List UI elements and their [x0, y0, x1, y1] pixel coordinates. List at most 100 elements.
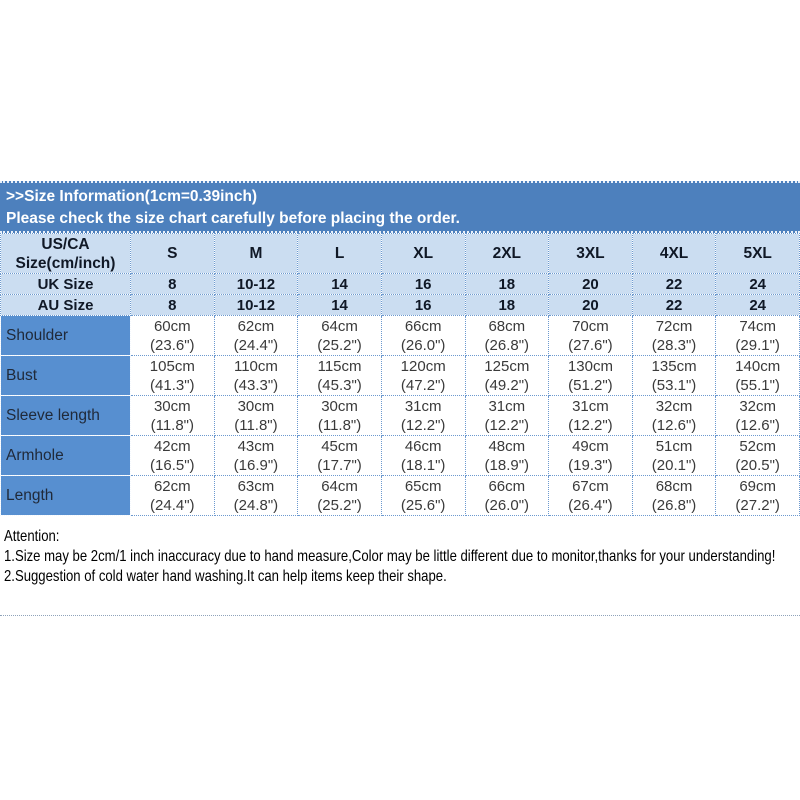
inch-value: (26.0") [484, 496, 530, 514]
inch-value: (12.2") [568, 416, 613, 434]
cm-value: 105cm [149, 357, 195, 375]
measurement-row-sleeve-length: Sleeve length 30cm (11.8") 30cm (11.8") 30… [0, 395, 800, 436]
cm-value: 31cm [572, 397, 609, 415]
row-label-sleeve-length: Sleeve length [0, 395, 131, 436]
measurement-cell: 70cm (27.6") [548, 315, 633, 356]
inch-value: (26.0") [400, 336, 446, 354]
measurement-row-bust: Bust 105cm (41.3") 110cm (43.3") 115cm (45.… [0, 355, 800, 396]
cm-value: 70cm [572, 317, 609, 335]
corner-line2: Size(cm/inch) [15, 254, 116, 272]
cm-value: 51cm [655, 437, 693, 455]
cm-value: 125cm [484, 357, 530, 375]
inch-value: (20.1") [651, 456, 697, 474]
cm-value: 65cm [404, 477, 442, 495]
inch-value: (25.2") [317, 496, 362, 514]
cm-value: 32cm [655, 397, 693, 415]
size-header-l: L [297, 233, 382, 274]
cm-value: 64cm [321, 317, 358, 335]
inch-value: (16.5") [150, 456, 195, 474]
size-header-5xl: 5XL [715, 233, 800, 274]
measurement-cell: 49cm (19.3") [548, 435, 633, 476]
inch-value: (27.2") [735, 496, 780, 514]
measurement-cell: 45cm (17.7") [297, 435, 382, 476]
size-header-m: M [213, 233, 299, 274]
cm-value: 62cm [153, 477, 191, 495]
cm-value: 49cm [572, 437, 609, 455]
cm-value: 42cm [153, 437, 191, 455]
inch-value: (12.6") [735, 416, 780, 434]
measurement-cell: 65cm (25.6") [380, 475, 466, 516]
measurement-cell: 63cm (24.8") [213, 475, 299, 516]
inch-value: (24.8") [233, 496, 279, 514]
uk-size-row: UK Size 8 10-12 14 16 18 20 22 24 [0, 273, 800, 295]
inch-value: (26.8") [651, 496, 697, 514]
measurement-cell: 51cm (20.1") [631, 435, 717, 476]
measurement-cell: 69cm (27.2") [715, 475, 800, 516]
au-size-value: 18 [464, 294, 550, 316]
cm-value: 130cm [567, 357, 613, 375]
uk-size-value: 10-12 [213, 273, 299, 295]
inch-value: (25.6") [400, 496, 446, 514]
measurement-cell: 30cm (11.8") [297, 395, 382, 436]
uk-size-value: 24 [715, 273, 800, 295]
measurement-cell: 74cm (29.1") [715, 315, 800, 356]
inch-value: (26.4") [568, 496, 613, 514]
measurement-cell: 135cm (53.1") [631, 355, 717, 396]
measurement-cell: 140cm (55.1") [715, 355, 800, 396]
inch-value: (19.3") [568, 456, 613, 474]
attention-line-2: 2.Suggestion of cold water hand washing.… [4, 568, 447, 585]
au-size-value: 24 [715, 294, 800, 316]
measurement-cell: 31cm (12.2") [380, 395, 466, 436]
row-label-length: Length [0, 475, 131, 516]
au-size-value: 16 [380, 294, 466, 316]
size-header-xl: XL [380, 233, 466, 274]
inch-value: (45.3") [317, 376, 362, 394]
cm-value: 115cm [317, 357, 362, 375]
measurement-cell: 46cm (18.1") [380, 435, 466, 476]
cm-value: 66cm [404, 317, 442, 335]
cm-value: 135cm [651, 357, 697, 375]
measurement-cell: 125cm (49.2") [464, 355, 550, 396]
measurement-cell: 62cm (24.4") [213, 315, 299, 356]
inch-value: (11.8") [317, 416, 362, 434]
inch-value: (49.2") [484, 376, 530, 394]
measurement-cell: 62cm (24.4") [130, 475, 215, 516]
measurement-cell: 60cm (23.6") [130, 315, 215, 356]
banner-subtitle: Please check the size chart carefully be… [6, 210, 460, 227]
measurement-cell: 115cm (45.3") [297, 355, 382, 396]
inch-value: (18.1") [400, 456, 446, 474]
uk-size-value: 14 [297, 273, 382, 295]
attention-note: Attention: 1.Size may be 2cm/1 inch inac… [4, 527, 800, 587]
size-header-s: S [130, 233, 215, 274]
bottom-divider [0, 615, 800, 616]
size-header-2xl: 2XL [464, 233, 550, 274]
inch-value: (18.9") [484, 456, 530, 474]
cm-value: 68cm [488, 317, 526, 335]
inch-value: (12.2") [400, 416, 446, 434]
row-label-armhole: Armhole [0, 435, 131, 476]
inch-value: (41.3") [150, 376, 195, 394]
measurement-cell: 31cm (12.2") [464, 395, 550, 436]
cm-value: 52cm [739, 437, 777, 455]
cm-value: 31cm [488, 397, 526, 415]
inch-value: (29.1") [735, 336, 780, 354]
inch-value: (55.1") [735, 376, 780, 394]
uk-size-value: 16 [380, 273, 466, 295]
row-label-bust: Bust [0, 355, 131, 396]
attention-heading: Attention: [4, 528, 60, 545]
cm-value: 74cm [739, 317, 777, 335]
measurement-cell: 31cm (12.2") [548, 395, 633, 436]
cm-value: 43cm [237, 437, 275, 455]
measurement-cell: 120cm (47.2") [380, 355, 466, 396]
corner-cell: US/CA Size(cm/inch) [0, 233, 131, 274]
cm-value: 69cm [739, 477, 777, 495]
inch-value: (23.6") [150, 336, 195, 354]
uk-size-value: 18 [464, 273, 550, 295]
au-size-row: AU Size 8 10-12 14 16 18 20 22 24 [0, 294, 800, 316]
cm-value: 32cm [739, 397, 777, 415]
inch-value: (12.6") [651, 416, 697, 434]
cm-value: 60cm [153, 317, 191, 335]
row-label-shoulder: Shoulder [0, 315, 131, 356]
measurement-cell: 42cm (16.5") [130, 435, 215, 476]
size-header-3xl: 3XL [548, 233, 633, 274]
